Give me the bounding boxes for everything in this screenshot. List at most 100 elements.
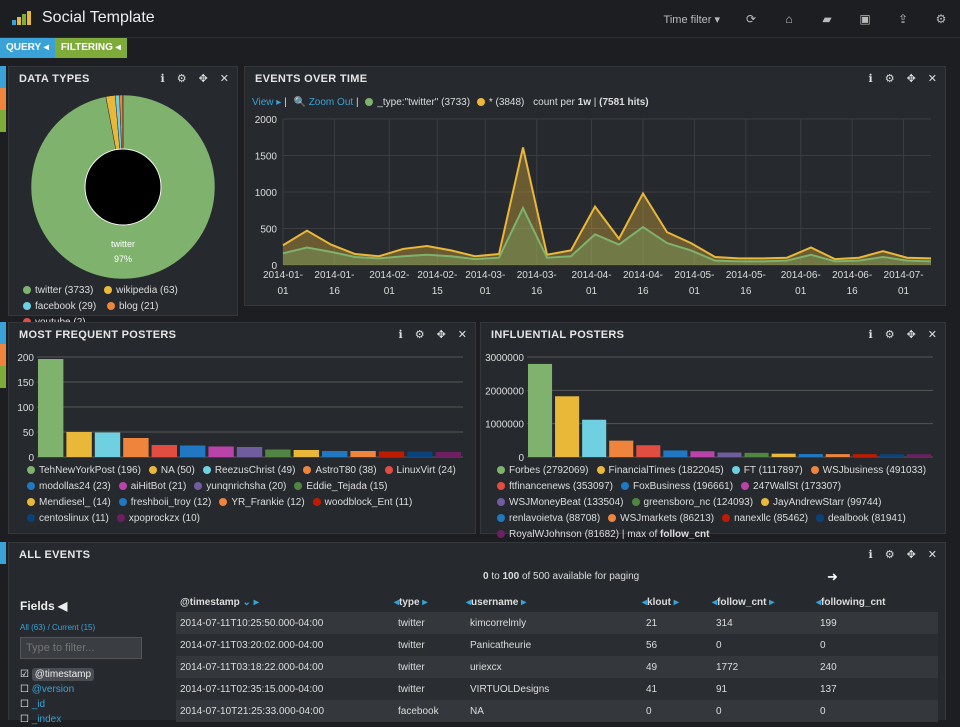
gear-icon[interactable]: ⚙ [415,328,425,341]
info-icon[interactable]: ℹ [869,72,873,85]
bar-RoyalWJohnson[interactable] [907,454,931,457]
gear-icon[interactable]: ⚙ [885,548,895,561]
legend-item[interactable]: wikipedia (63) [104,283,178,299]
bar-TehNewYorkPost[interactable] [38,359,63,457]
legend-item[interactable]: Eddie_Tejada (15) [294,479,387,495]
legend-item[interactable]: Forbes (2792069) [497,463,589,479]
info-icon[interactable]: ℹ [869,548,873,561]
bar-FinancialTimes[interactable] [555,396,579,457]
legend-item[interactable]: freshboii_troy (12) [119,495,212,511]
move-icon[interactable]: ✥ [907,328,916,341]
close-icon[interactable]: ✕ [928,328,937,341]
legend-item[interactable]: TehNewYorkPost (196) [27,463,141,479]
bar-LinuxVirt[interactable] [152,445,177,457]
bar-AstroT80[interactable] [123,438,148,457]
bar-YR_Frankie[interactable] [350,451,375,457]
close-icon[interactable]: ✕ [458,328,467,341]
legend-item[interactable]: ftfinancenews (353097) [497,479,613,495]
legend-item[interactable]: renlavoietva (88708) [497,511,600,527]
legend-item[interactable]: ReezusChrist (49) [203,463,296,479]
legend-item[interactable]: RoyalWJohnson (81682) | max of follow_cn… [497,527,717,543]
legend-item[interactable]: dealbook (81941) [816,511,906,527]
field-item[interactable]: ☐ @version [20,682,94,697]
legend-item[interactable]: WSJmarkets (86213) [608,511,714,527]
query-tab[interactable]: QUERY ◂ [0,38,55,58]
field-item[interactable]: ☐ _id [20,697,94,712]
column-header[interactable]: ◂following_cnt [816,592,938,612]
legend-item[interactable]: FinancialTimes (1822045) [597,463,724,479]
move-icon[interactable]: ✥ [437,328,446,341]
bar-FT[interactable] [582,420,606,457]
current-fields-link[interactable]: Current (15) [52,623,95,632]
info-icon[interactable]: ℹ [869,328,873,341]
bar-aiHitBot[interactable] [208,447,233,458]
bar-nanexllc[interactable] [853,454,877,457]
bar-Eddie_Tejada[interactable] [265,450,290,458]
legend-item[interactable]: woodblock_Ent (11) [313,495,413,511]
next-page-icon[interactable]: ➜ [827,569,838,585]
bar-WSJMoneyBeat[interactable] [717,453,741,457]
legend-item[interactable]: 247WallSt (173307) [741,479,841,495]
info-icon[interactable]: ℹ [161,72,165,85]
legend-item[interactable]: yunqnrichsha (20) [194,479,286,495]
legend-item[interactable]: centoslinux (11) [27,511,109,527]
bar-renlavoietva[interactable] [799,454,823,457]
legend-item[interactable]: modollas24 (23) [27,479,111,495]
legend-item[interactable]: YR_Frankie (12) [219,495,304,511]
all-fields-link[interactable]: All (63) [20,623,45,632]
bar-Forbes[interactable] [528,364,552,457]
legend-item[interactable]: _type:"twitter" (3733) [377,97,470,108]
bar-xpoprockzx[interactable] [436,452,461,457]
bar-ftfinancenews[interactable] [636,445,660,457]
bar-WSJmarkets[interactable] [826,454,850,457]
gear-icon[interactable]: ⚙ [934,12,948,26]
legend-item[interactable]: twitter (3733) [23,283,93,299]
bar-freshboii_troy[interactable] [322,451,347,457]
time-filter-dropdown[interactable]: Time filter ▾ [664,13,720,26]
histogram-chart[interactable]: 05001000150020002014-01-012014-01-162014… [245,113,945,303]
save-icon[interactable]: ▣ [858,12,872,26]
column-header[interactable]: ◂follow_cnt ▸ [712,592,816,612]
bar-centoslinux[interactable] [407,452,432,458]
close-icon[interactable]: ✕ [928,72,937,85]
legend-item[interactable]: xpoprockzx (10) [117,511,200,527]
share-icon[interactable]: ⇪ [896,12,910,26]
legend-item[interactable]: AstroT80 (38) [303,463,376,479]
bar-Mendiesel_[interactable] [294,450,319,457]
move-icon[interactable]: ✥ [907,548,916,561]
brand[interactable]: Social Template [12,9,155,27]
legend-item[interactable]: blog (21) [107,299,158,315]
refresh-icon[interactable]: ⟳ [744,12,758,26]
gear-icon[interactable]: ⚙ [885,72,895,85]
bar-woodblock_Ent[interactable] [379,452,404,458]
bar-greensboro_nc[interactable] [745,453,769,457]
bar-FoxBusiness[interactable] [663,450,687,457]
filtering-tab[interactable]: FILTERING ◂ [55,38,127,58]
close-icon[interactable]: ✕ [928,548,937,561]
bar-ReezusChrist[interactable] [95,433,120,458]
move-icon[interactable]: ✥ [907,72,916,85]
home-icon[interactable]: ⌂ [782,12,796,26]
legend-item[interactable]: * (3848) [489,97,525,108]
move-icon[interactable]: ✥ [199,72,208,85]
legend-item[interactable]: JayAndrewStarr (99744) [761,495,881,511]
legend-item[interactable]: FT (1117897) [732,463,803,479]
zoom-out-link[interactable]: 🔍 Zoom Out [293,97,353,108]
info-icon[interactable]: ℹ [399,328,403,341]
collapse-icon[interactable]: ◀ [58,599,67,613]
field-filter-input[interactable] [20,637,142,659]
bar-JayAndrewStarr[interactable] [772,454,796,457]
column-header[interactable]: @timestamp ⌄ ▸ [176,592,394,612]
legend-item[interactable]: WSJMoneyBeat (133504) [497,495,624,511]
bar-WSJbusiness[interactable] [609,441,633,457]
legend-item[interactable]: NA (50) [149,463,195,479]
legend-item[interactable]: LinuxVirt (24) [385,463,456,479]
